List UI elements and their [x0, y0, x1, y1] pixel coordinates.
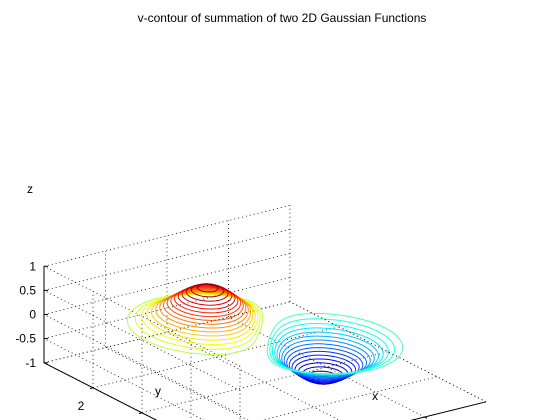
z-tick-label: 1 [29, 259, 36, 273]
contour-lines [126, 283, 404, 385]
y-axis-label: y [155, 384, 161, 398]
floor-grid-x [43, 362, 157, 420]
x-axis-label: x [372, 389, 378, 403]
z-tick-label: 0.5 [19, 283, 36, 297]
z-tick-label: 0 [29, 308, 36, 322]
axes-box-back [43, 266, 487, 420]
leftwall-grid-z [43, 338, 205, 420]
z-tick-label: -1 [25, 356, 36, 370]
floor-grid-x [228, 316, 425, 418]
floor-grid-x [166, 331, 340, 420]
contour-level [266, 312, 404, 375]
front-edge [289, 301, 487, 403]
z-tick-label: -0.5 [15, 332, 36, 346]
leftwall-grid-z [43, 362, 157, 420]
contour-level [155, 291, 252, 333]
contour-level [278, 335, 375, 377]
chart-title: v-contour of summation of two 2D Gaussia… [138, 11, 427, 25]
z-axis-label: z [27, 182, 33, 196]
leftwall-grid-z [43, 265, 241, 367]
y-tick-mark [89, 387, 94, 390]
y-tick-mark [138, 412, 143, 415]
backwall-grid-z [43, 204, 291, 267]
axes-box-front [289, 301, 487, 403]
y-tick-label: 2 [78, 399, 85, 413]
y-axis-line [43, 362, 158, 420]
floor-grid-y [141, 351, 389, 414]
leftwall-grid-z [43, 290, 241, 391]
contour-level [269, 318, 396, 375]
x-axis-line [410, 401, 487, 420]
leftwall-grid-z [43, 314, 241, 415]
x-tick-mark [424, 416, 428, 419]
grid-lines [43, 204, 487, 420]
tick-labels: -4-202-4-202-1-0.500.51 [15, 259, 428, 419]
contour-level [281, 339, 371, 378]
contour-level [197, 283, 219, 293]
